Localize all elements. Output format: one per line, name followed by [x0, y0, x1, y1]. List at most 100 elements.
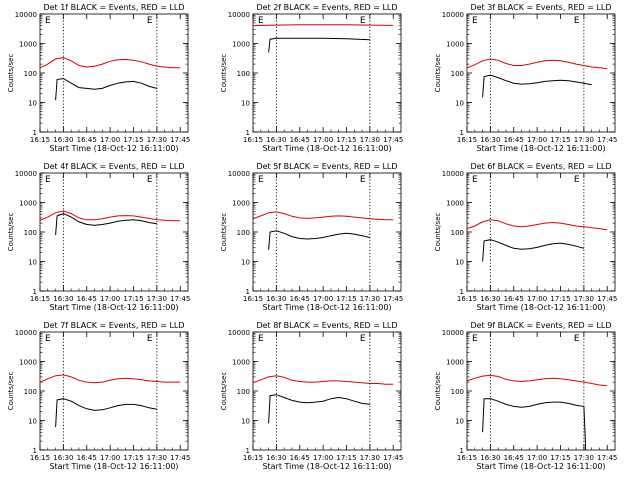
x-tick-label: 17:30	[574, 454, 594, 462]
plot-frame	[252, 13, 402, 133]
y-tick-label: 10	[455, 100, 464, 108]
y-tick-label: 10000	[442, 329, 464, 337]
series-line-black-events	[268, 37, 370, 53]
y-tick-label: 10	[28, 418, 37, 426]
y-tick-label: 10000	[228, 170, 250, 178]
x-tick-label: 16:30	[266, 454, 286, 462]
x-tick-label: 17:30	[360, 136, 380, 144]
x-tick-label: 17:45	[170, 454, 190, 462]
x-tick-label: 17:15	[550, 136, 570, 144]
x-tick-label: 17:45	[597, 136, 617, 144]
y-tick-label: 10000	[228, 329, 250, 337]
x-tick-label: 16:30	[266, 136, 286, 144]
e-marker-right: E	[147, 334, 153, 344]
chart-panel-det-7: Det 7f BLACK = Events, RED = LLD 1 10 100 10…	[7, 321, 190, 471]
x-tick-label: 17:00	[100, 454, 120, 462]
x-axis-label: Start Time (18-Oct-12 16:11:00)	[476, 144, 605, 153]
x-tick-label: 16:30	[266, 295, 286, 303]
series-line-red-lld	[252, 375, 394, 385]
x-tick-label: 16:30	[53, 295, 73, 303]
series-line-black-events	[482, 239, 585, 262]
x-tick-label: 17:45	[383, 136, 403, 144]
e-marker-right: E	[360, 175, 366, 185]
y-tick-label: 1000	[19, 200, 37, 208]
x-tick-label: 16:45	[77, 136, 97, 144]
x-tick-label: 16:45	[77, 454, 97, 462]
x-tick-label: 16:15	[457, 295, 477, 303]
y-tick-label: 1000	[446, 200, 464, 208]
y-tick-label: 10	[241, 418, 250, 426]
series-line-black-events	[55, 77, 158, 101]
x-axis-label: Start Time (18-Oct-12 16:11:00)	[49, 462, 178, 471]
y-tick-label: 1	[33, 447, 37, 455]
series-line-red-lld	[39, 210, 181, 222]
y-tick-label: 10000	[15, 170, 37, 178]
x-tick-label: 16:30	[480, 136, 500, 144]
series-line-red-lld	[39, 57, 181, 69]
series-line-black-events	[55, 398, 157, 428]
panel-title: Det 6f BLACK = Events, RED = LLD	[470, 162, 611, 171]
x-axis-label: Start Time (18-Oct-12 16:11:00)	[476, 303, 605, 312]
series-line-red-lld	[466, 58, 608, 70]
y-tick-label: 1	[246, 447, 250, 455]
chart-panel-det-1: Det 1f BLACK = Events, RED = LLD 1 10 100 10…	[7, 3, 190, 153]
x-tick-label: 16:45	[504, 454, 524, 462]
x-tick-label: 17:00	[527, 454, 547, 462]
y-tick-label: 10000	[15, 11, 37, 19]
y-axis-label: Counts/sec	[434, 372, 442, 411]
y-tick-label: 1000	[232, 359, 250, 367]
chart-panel-det-5: Det 5f BLACK = Events, RED = LLD 1 10 100 10…	[220, 162, 403, 312]
y-tick-label: 1000	[19, 41, 37, 49]
e-marker-right: E	[360, 334, 366, 344]
y-axis-label: Counts/sec	[220, 372, 228, 411]
series-line-black-events	[482, 398, 586, 450]
e-marker-left: E	[472, 16, 478, 26]
x-tick-label: 16:15	[243, 295, 263, 303]
x-tick-label: 17:30	[147, 454, 167, 462]
y-tick-label: 10	[28, 259, 37, 267]
x-tick-label: 17:45	[383, 295, 403, 303]
y-tick-label: 10000	[228, 11, 250, 19]
x-tick-label: 17:15	[336, 295, 356, 303]
panel-title: Det 7f BLACK = Events, RED = LLD	[43, 321, 184, 330]
plot-frame	[466, 172, 616, 292]
y-tick-label: 1	[33, 129, 37, 137]
y-tick-label: 1	[460, 288, 464, 296]
panel-title: Det 5f BLACK = Events, RED = LLD	[256, 162, 397, 171]
x-tick-label: 17:00	[313, 136, 333, 144]
x-tick-label: 16:15	[30, 295, 50, 303]
panel-title: Det 9f BLACK = Events, RED = LLD	[470, 321, 611, 330]
y-axis-label: Counts/sec	[7, 372, 15, 411]
panel-title: Det 8f BLACK = Events, RED = LLD	[256, 321, 397, 330]
y-tick-label: 1	[33, 288, 37, 296]
y-axis-label: Counts/sec	[220, 54, 228, 93]
x-tick-label: 16:15	[243, 136, 263, 144]
x-tick-label: 16:15	[30, 454, 50, 462]
x-tick-label: 16:30	[53, 136, 73, 144]
y-tick-label: 100	[24, 229, 37, 237]
y-tick-label: 100	[451, 70, 464, 78]
x-tick-label: 16:30	[480, 454, 500, 462]
x-tick-label: 17:00	[313, 295, 333, 303]
y-tick-label: 10	[241, 259, 250, 267]
y-axis-label: Counts/sec	[434, 54, 442, 93]
x-tick-label: 17:15	[123, 136, 143, 144]
x-tick-label: 16:45	[77, 295, 97, 303]
x-axis-label: Start Time (18-Oct-12 16:11:00)	[262, 144, 391, 153]
panel-title: Det 2f BLACK = Events, RED = LLD	[256, 3, 397, 12]
y-tick-label: 100	[451, 388, 464, 396]
e-marker-right: E	[574, 175, 580, 185]
chart-panel-det-2: Det 2f BLACK = Events, RED = LLD 1 10 100 10…	[220, 3, 403, 153]
plot-frame	[252, 331, 402, 451]
y-tick-label: 10000	[442, 11, 464, 19]
chart-panel-det-4: Det 4f BLACK = Events, RED = LLD 1 10 100 10…	[7, 162, 190, 312]
e-marker-left: E	[45, 16, 51, 26]
e-marker-right: E	[147, 175, 153, 185]
e-marker-right: E	[574, 16, 580, 26]
chart-panel-det-9: Det 9f BLACK = Events, RED = LLD 1 10 100 10…	[434, 321, 617, 471]
y-tick-label: 100	[237, 70, 250, 78]
plot-frame	[252, 172, 402, 292]
x-axis-label: Start Time (18-Oct-12 16:11:00)	[262, 462, 391, 471]
y-tick-label: 100	[237, 388, 250, 396]
